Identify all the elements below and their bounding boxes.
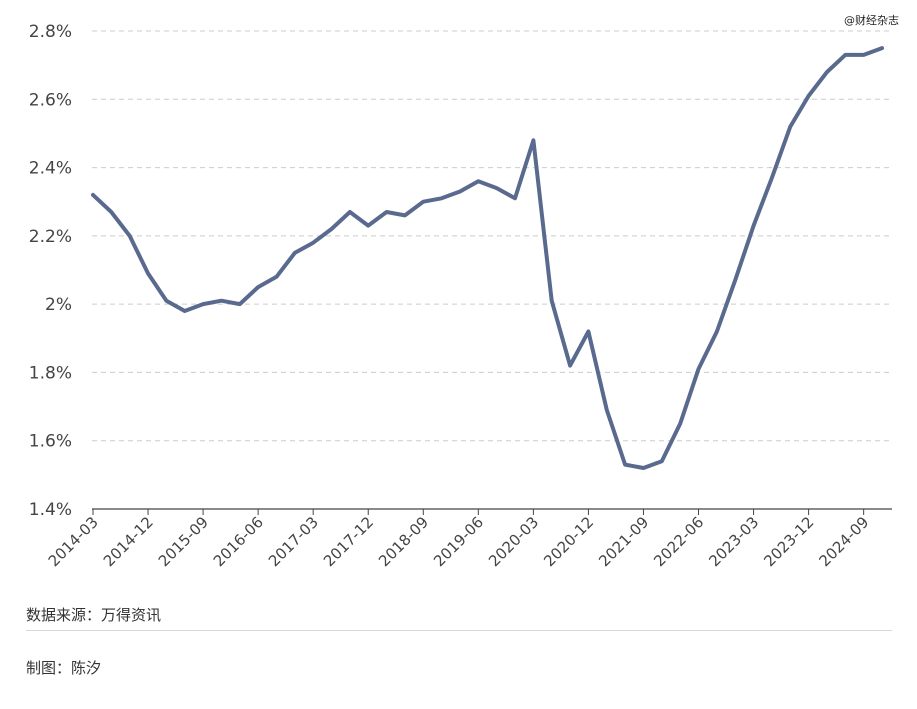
x-tick-label: 2024-09 (815, 513, 872, 570)
y-axis: 1.4% 1.6% 1.8% 2% 2.2% 2.4% 2.6% 2.8% (29, 22, 72, 520)
x-tick-label: 2018-09 (375, 513, 432, 570)
divider (26, 630, 892, 631)
line-chart: 1.4%1.6%1.8%2%2.2%2.4%2.6%2.8% 2014-0320… (29, 22, 892, 570)
x-axis: 2014-032014-122015-092016-062017-032017-… (45, 508, 892, 570)
x-tick-label: 2015-09 (155, 513, 212, 570)
x-tick-label: 2017-03 (265, 513, 322, 570)
series-layer (91, 46, 884, 470)
y-tick-label: 2% (45, 295, 72, 315)
series-line (91, 46, 884, 470)
x-tick-label: 2022-06 (650, 513, 707, 570)
y-tick-label: 2.6% (29, 90, 72, 110)
y-tick-label: 2.8% (29, 22, 72, 42)
x-tick-label: 2020-12 (540, 513, 597, 570)
x-tick-label: 2020-03 (485, 513, 542, 570)
y-tick-label: 1.8% (29, 363, 72, 383)
x-tick-label: 2021-09 (595, 513, 652, 570)
y-tick-label: 2.4% (29, 159, 72, 179)
y-tick-label: 1.6% (29, 432, 72, 452)
x-tick-label: 2019-06 (430, 513, 487, 570)
data-source-note: 数据来源：万得资讯 (26, 606, 162, 624)
x-tick-label: 2017-12 (320, 513, 377, 570)
x-tick-label: 2014-12 (100, 513, 157, 570)
watermark: @财经杂志 (844, 14, 899, 27)
x-tick-label: 2014-03 (45, 513, 102, 570)
y-tick-label: 1.4% (29, 500, 72, 520)
author-credit: 制图：陈汐 (26, 659, 102, 677)
x-tick-label: 2023-03 (705, 513, 762, 570)
y-tick-label: 2.2% (29, 227, 72, 247)
x-tick-label: 2023-12 (760, 513, 817, 570)
gridlines (92, 30, 892, 442)
x-tick-label: 2016-06 (210, 513, 267, 570)
